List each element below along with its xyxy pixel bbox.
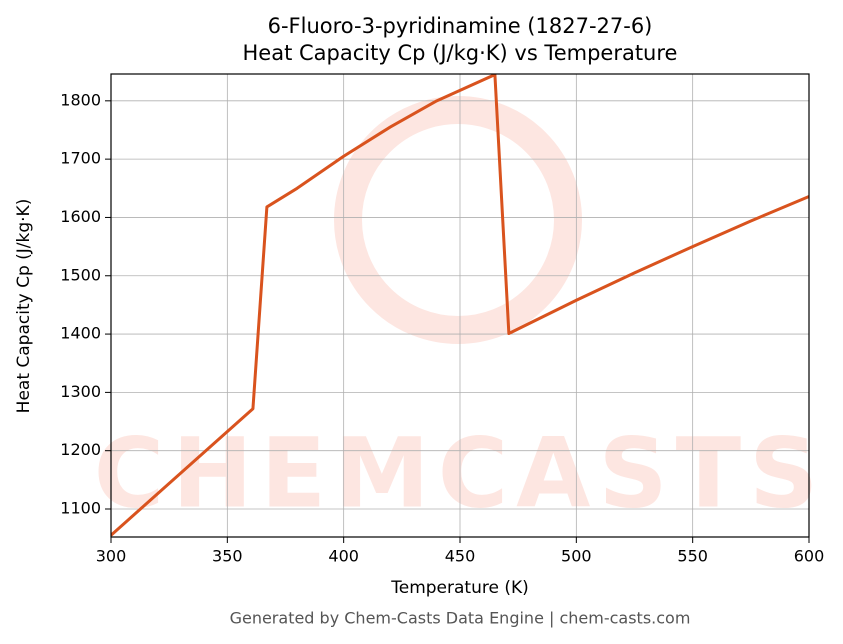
x-tick-label: 500 (561, 547, 592, 566)
y-tick-label: 1100 (60, 499, 101, 518)
chart-title: 6-Fluoro-3-pyridinamine (1827-27-6) (268, 14, 653, 38)
watermark: CHEMCASTS (94, 417, 826, 529)
y-tick-label: 1800 (60, 90, 101, 109)
x-axis-label: Temperature (K) (390, 578, 529, 598)
y-tick-label: 1200 (60, 440, 101, 459)
x-tick-label: 350 (212, 547, 243, 566)
data-line (111, 74, 809, 537)
y-tick-label: 1500 (60, 265, 101, 284)
x-tick-label: 450 (445, 547, 476, 566)
x-tick-label: 400 (328, 547, 359, 566)
watermark-logo (334, 96, 582, 344)
y-tick-label: 1600 (60, 207, 101, 226)
y-axis-label: Heat Capacity Cp (J/kg·K) (14, 199, 34, 414)
y-tick-label: 1400 (60, 324, 101, 343)
y-tick-label: 1300 (60, 382, 101, 401)
x-tick-label: 550 (677, 547, 708, 566)
y-tick-label: 1700 (60, 149, 101, 168)
plot-frame (110, 73, 810, 538)
x-tick-label: 600 (794, 547, 825, 566)
chart-title: Heat Capacity Cp (J/kg·K) vs Temperature (243, 41, 678, 65)
footer: Generated by Chem-Casts Data Engine | ch… (230, 609, 691, 628)
x-tick-label: 300 (96, 547, 127, 566)
